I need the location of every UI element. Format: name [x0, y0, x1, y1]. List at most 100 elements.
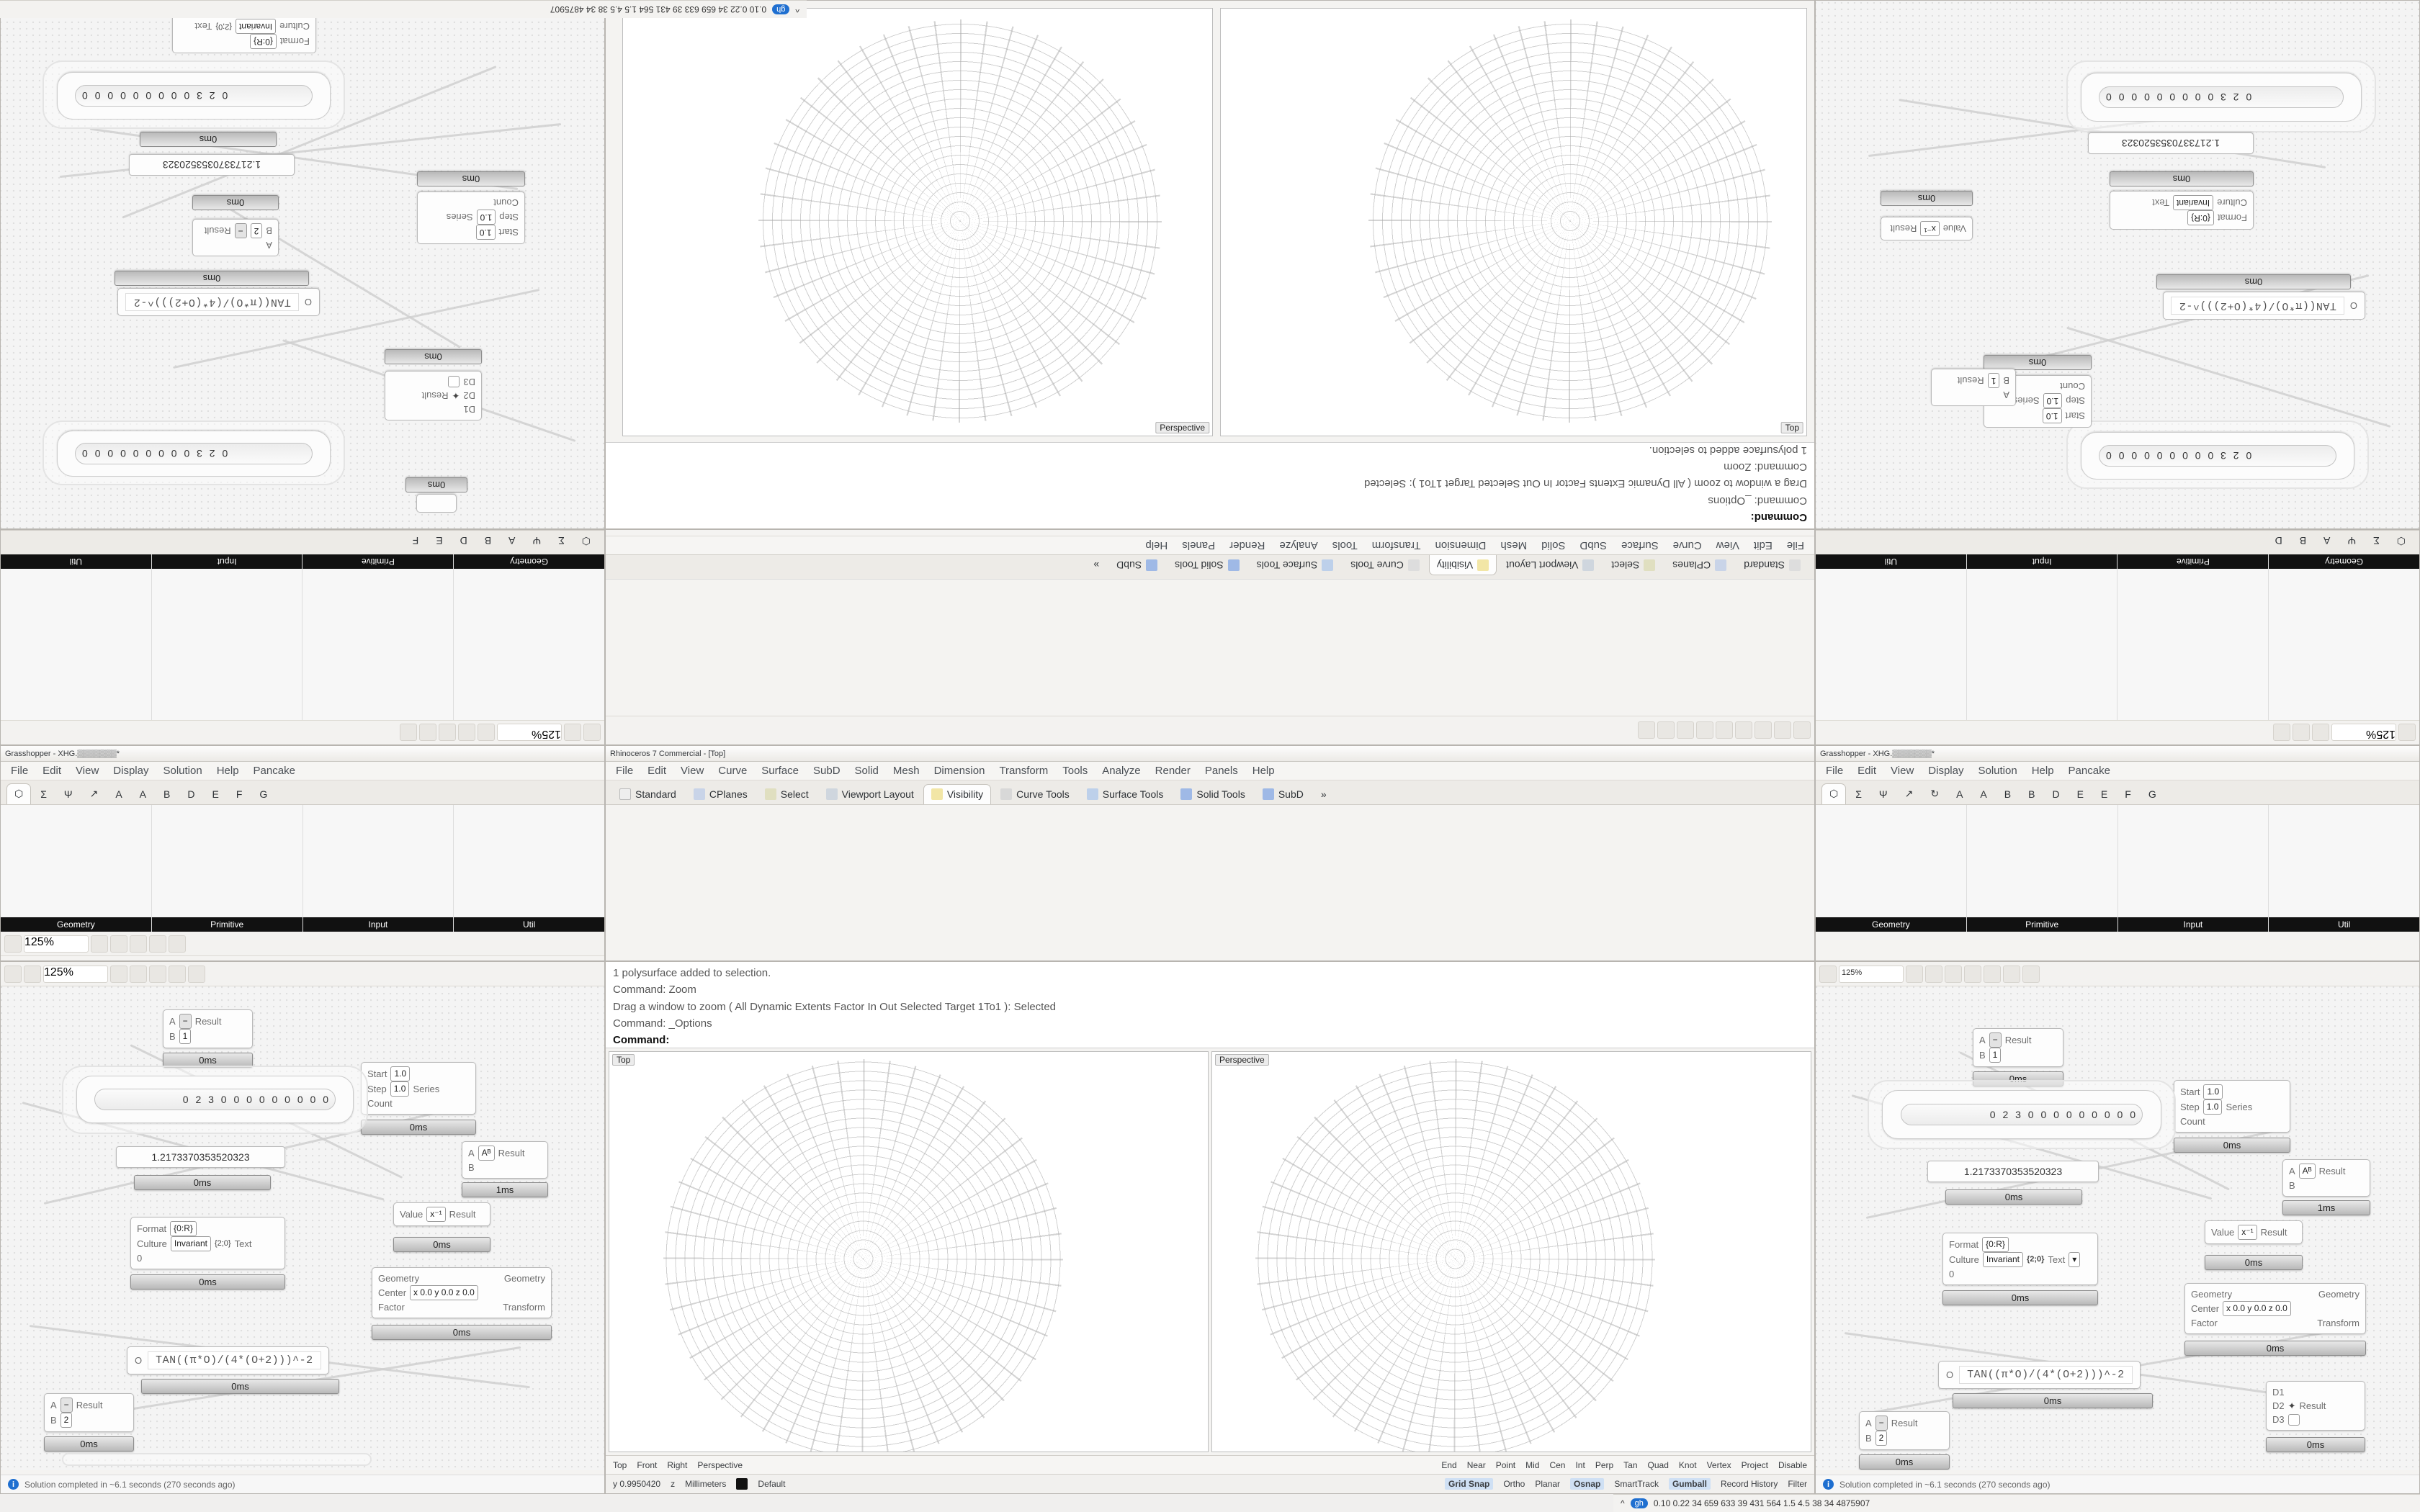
gh-tab[interactable]: A [1956, 788, 1963, 800]
tab-visibility[interactable]: Visibility [923, 784, 992, 804]
gh-menu-file[interactable]: File [11, 765, 29, 777]
gh-tab[interactable]: G [259, 788, 268, 800]
gh-node-format[interactable]: Format {0:R} Culture Invariant Text [2110, 191, 2254, 230]
port-a[interactable]: A [50, 1400, 57, 1410]
gh-node-expression[interactable]: O TAN((π*O)/(4*(O+2)))^-2 [2163, 292, 2365, 320]
viewport-tab-right[interactable]: Right [667, 1459, 688, 1470]
gh-node-small[interactable] [416, 494, 457, 513]
gh-tab[interactable]: Ψ [2347, 535, 2357, 546]
port-transform-out[interactable]: Transform [2317, 1318, 2360, 1328]
gh-canvas-tl[interactable]: 0 2 3 0 0 0 0 0 0 0 0 0 0 2 3 0 0 0 0 0 … [1, 1, 604, 528]
port-o[interactable]: O [2349, 300, 2357, 311]
port-culture[interactable]: Culture [279, 21, 310, 32]
gh-menu-solution[interactable]: Solution [163, 765, 202, 777]
port-geometry-out[interactable]: Geometry [2318, 1289, 2360, 1300]
gh-tab[interactable]: ⬡ [6, 783, 32, 804]
gh-node-series[interactable]: Start 1.0 Step 1.0 Series Count [2174, 1080, 2290, 1133]
menu-file[interactable]: File [1786, 539, 1804, 552]
sphere-geometry[interactable] [663, 1059, 1063, 1452]
gh-panel-input[interactable]: Input [1966, 554, 2118, 720]
gh-node-power[interactable]: A Aᴮ Result B [462, 1141, 548, 1179]
tab-overflow[interactable]: » [1320, 788, 1327, 800]
gh-panel-geometry[interactable]: Geometry [453, 554, 604, 720]
zoom-combo[interactable]: 125% [1839, 965, 1904, 983]
collapse-icon[interactable]: ^ [795, 4, 799, 14]
viewport-label[interactable]: Perspective [1155, 422, 1209, 433]
value-culture[interactable]: Invariant [170, 1236, 211, 1251]
open-icon[interactable] [24, 965, 41, 983]
menu-surface[interactable]: Surface [761, 765, 799, 777]
port-count[interactable]: Count [2180, 1116, 2205, 1127]
port-step[interactable]: Step [499, 212, 519, 222]
osnap-near[interactable]: Near [1466, 1459, 1486, 1470]
gh-toolbar-row[interactable]: 125% [1, 720, 604, 744]
port-b[interactable]: B [2289, 1180, 2295, 1191]
port-result[interactable]: Result [2260, 1227, 2287, 1238]
gh-menu-display[interactable]: Display [1928, 765, 1964, 777]
toggle-box[interactable] [2287, 1413, 2300, 1426]
gh-panel-util[interactable]: Util [2269, 805, 2419, 932]
port-a[interactable]: A [169, 1016, 176, 1027]
port-format[interactable]: Format [2217, 212, 2247, 223]
open-icon[interactable] [1774, 721, 1791, 739]
gh-menu-view[interactable]: View [76, 765, 99, 777]
gh-toolbar-row[interactable]: 125% [1816, 962, 2419, 986]
gh-menu-help[interactable]: Help [216, 765, 239, 777]
gh-tab[interactable]: Σ [40, 788, 47, 800]
eye-icon[interactable] [130, 965, 147, 983]
copy-icon[interactable] [1696, 721, 1713, 739]
gh-tab[interactable]: Σ [558, 535, 565, 546]
gh-menu-display[interactable]: Display [113, 765, 149, 777]
gh-tab[interactable]: B [484, 535, 492, 546]
gh-menu-edit[interactable]: Edit [1857, 765, 1877, 777]
gh-ribbon-tabs[interactable]: ⬡ Σ Ψ A B D [1816, 530, 2419, 554]
menu-edit[interactable]: Edit [647, 765, 667, 777]
port-culture[interactable]: Culture [2217, 197, 2247, 208]
gh-number-slider[interactable]: 0 2 3 0 0 0 0 0 0 0 0 0 [1882, 1090, 2161, 1139]
gh-tab[interactable]: ⬡ [2396, 536, 2406, 547]
port-start[interactable]: Start [2065, 410, 2085, 421]
expression-text[interactable]: TAN((π*O)/(4*(O+2)))^-2 [2171, 297, 2344, 315]
menu-analyze[interactable]: Analyze [1279, 539, 1318, 552]
search-icon[interactable] [169, 935, 186, 953]
port-value[interactable]: Value [2211, 1227, 2235, 1238]
port-d2[interactable]: D2 [463, 390, 475, 401]
tab-curve-tools[interactable]: Curve Tools [992, 784, 1077, 804]
eye-icon[interactable] [110, 935, 127, 953]
port-text[interactable]: Text [194, 21, 212, 32]
gh-node-scale[interactable]: Geometry Geometry Center x 0.0 y 0.0 z 0… [372, 1267, 552, 1318]
gh-node-reciprocal[interactable]: Value x⁻¹ Result [1881, 217, 1973, 240]
port-series[interactable]: Series [2012, 395, 2040, 406]
port-geometry-out[interactable]: Geometry [503, 1273, 545, 1284]
tab-select[interactable]: Select [757, 784, 817, 804]
tab-surface-tools[interactable]: Surface Tools [1079, 784, 1172, 804]
viewport-label[interactable]: Perspective [1215, 1054, 1269, 1066]
bake-icon[interactable] [1945, 965, 1962, 983]
port-d3[interactable]: D3 [2272, 1414, 2285, 1425]
gh-tab[interactable]: E [2100, 788, 2108, 800]
port-o[interactable]: O [304, 297, 312, 307]
sphere-geometry[interactable] [1255, 1059, 1655, 1452]
gh-node-expression[interactable]: O TAN((π*O)/(4*(O+2)))^-2 [127, 1346, 329, 1374]
gh-canvas-tr[interactable]: 0 2 3 0 0 0 0 0 0 0 0 0 0 2 3 0 0 0 0 0 … [1816, 1, 2419, 528]
viewport-perspective[interactable]: Perspective [622, 8, 1213, 436]
fit-icon[interactable] [478, 724, 495, 742]
port-format[interactable]: Format [279, 36, 310, 47]
port-result[interactable]: Result [1957, 375, 1984, 386]
rhino-menubar[interactable]: File Edit View Curve Surface SubD Solid … [606, 536, 1814, 554]
gh-tab[interactable]: Σ [1855, 788, 1862, 800]
rhino-menubar[interactable]: File Edit View Curve Surface SubD Solid … [606, 762, 1814, 780]
port-transform-out[interactable]: Transform [503, 1302, 545, 1313]
port-o[interactable]: O [135, 1355, 143, 1366]
osnap-int[interactable]: Int [1575, 1459, 1585, 1470]
viewport-tab-front[interactable]: Front [637, 1459, 658, 1470]
tab-viewport-layout[interactable]: Viewport Layout [1498, 555, 1602, 575]
gh-toolbar-row[interactable]: 125% [1, 932, 604, 956]
osnap-point[interactable]: Point [1495, 1459, 1516, 1470]
tab-standard[interactable]: Standard [611, 784, 684, 804]
menu-mesh[interactable]: Mesh [1500, 539, 1528, 552]
osnap-tan[interactable]: Tan [1623, 1459, 1638, 1470]
gh-menu-help[interactable]: Help [2031, 765, 2054, 777]
port-value[interactable]: Value [400, 1209, 424, 1220]
port-value[interactable]: Value [1942, 223, 1966, 234]
